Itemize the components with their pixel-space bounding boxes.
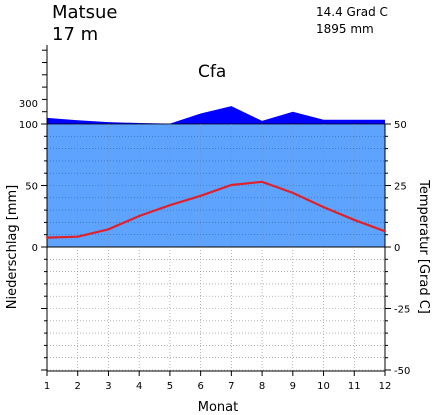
temperature-point bbox=[138, 215, 141, 218]
right-tick-label: 0 bbox=[394, 243, 400, 254]
temperature-point bbox=[261, 180, 264, 183]
x-tick-label: 3 bbox=[105, 381, 111, 392]
right-axis-label: Temperatur [Grad C] bbox=[416, 179, 431, 314]
left-tick-label: 300 bbox=[19, 99, 38, 110]
right-tick-label: -25 bbox=[394, 305, 410, 316]
x-tick-label: 11 bbox=[348, 381, 361, 392]
temperature-point bbox=[353, 218, 356, 221]
x-tick-label: 8 bbox=[259, 381, 265, 392]
annual-temperature: 14.4 Grad C bbox=[316, 5, 388, 19]
annual-precipitation: 1895 mm bbox=[316, 22, 374, 36]
x-tick-label: 12 bbox=[379, 381, 392, 392]
temperature-line bbox=[46, 180, 386, 239]
left-tick-label: 50 bbox=[25, 182, 38, 193]
temperature-point bbox=[199, 194, 202, 197]
temperature-point bbox=[168, 204, 171, 207]
temperature-point bbox=[76, 235, 79, 238]
x-tick-label: 2 bbox=[75, 381, 81, 392]
grid-lines bbox=[47, 123, 385, 371]
x-tick-label: 6 bbox=[197, 381, 203, 392]
x-tick-label: 5 bbox=[167, 381, 173, 392]
left-axis-label: Niederschlag [mm] bbox=[5, 185, 20, 310]
x-tick-label: 4 bbox=[136, 381, 142, 392]
temperature-point bbox=[107, 228, 110, 231]
right-tick-label: -50 bbox=[394, 366, 410, 377]
x-tick-label: 9 bbox=[290, 381, 296, 392]
temperature-point bbox=[322, 206, 325, 209]
left-tick-label: 100 bbox=[19, 120, 38, 131]
station-name: Matsue bbox=[52, 2, 117, 23]
right-tick-label: 50 bbox=[394, 120, 407, 131]
precip-above-100-area bbox=[47, 106, 385, 124]
x-tick-label: 7 bbox=[228, 381, 234, 392]
climate-class: Cfa bbox=[198, 62, 226, 82]
left-tick-label: 0 bbox=[32, 243, 38, 254]
x-tick-label: 10 bbox=[317, 381, 330, 392]
temperature-point bbox=[291, 191, 294, 194]
temperature-point bbox=[384, 230, 386, 233]
x-tick-label: 1 bbox=[44, 381, 50, 392]
right-tick-label: 25 bbox=[394, 182, 407, 193]
temperature-point bbox=[46, 236, 48, 239]
temperature-point bbox=[230, 184, 233, 187]
x-axis-label: Monat bbox=[198, 400, 238, 415]
station-elevation: 17 m bbox=[52, 24, 98, 45]
